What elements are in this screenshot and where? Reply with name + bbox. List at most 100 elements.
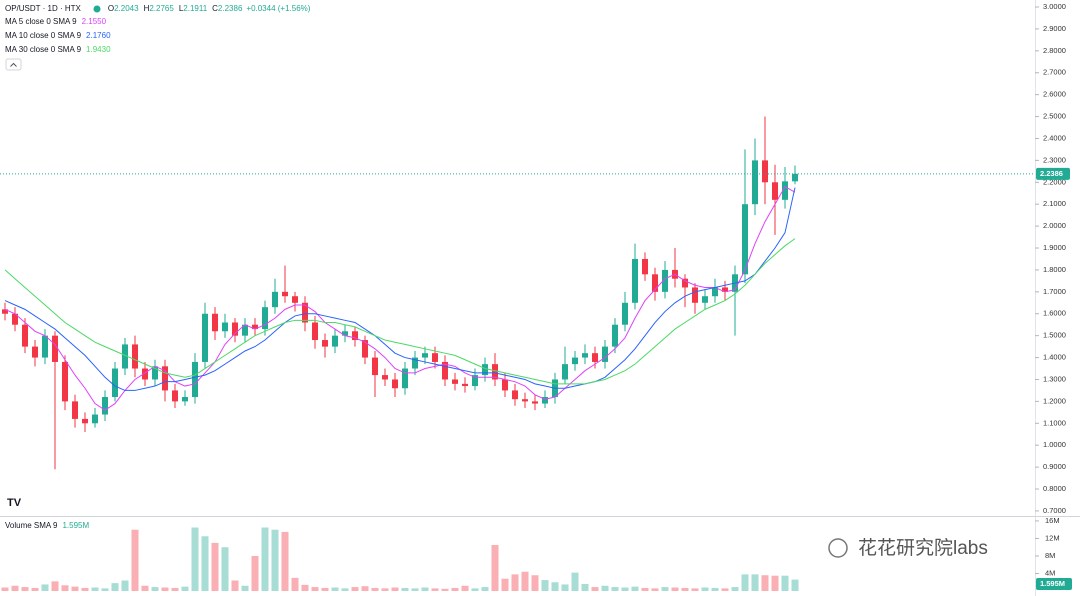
candle-body: [282, 291, 288, 297]
volume-bar: [361, 586, 369, 591]
volume-bar: [621, 587, 629, 591]
candle-body: [402, 368, 408, 389]
y-tick-label: 0.8000: [1043, 484, 1066, 493]
volume-bar: [61, 585, 69, 591]
candle-body: [362, 340, 368, 358]
volume-bar: [251, 555, 259, 591]
candle-body: [152, 366, 158, 380]
volume-bar: [491, 545, 499, 591]
y-tick-label: 2.5000: [1043, 112, 1066, 121]
volume-bar: [51, 581, 59, 591]
y-tick-label: 1.7000: [1043, 287, 1066, 296]
candle-body: [742, 204, 748, 275]
candle-body: [472, 375, 478, 387]
ma-name: MA 10 close 0 SMA 9: [5, 31, 82, 40]
tv-logo: TV: [7, 497, 22, 509]
volume-tick-label: 16M: [1045, 516, 1060, 525]
volume-bar: [31, 587, 39, 591]
collapse-button[interactable]: [5, 58, 22, 71]
symbol: OP/USDT · 1D · HTX: [5, 4, 82, 13]
candle-body: [112, 368, 118, 398]
candle-body: [392, 379, 398, 389]
candle-body: [572, 357, 578, 365]
volume-bar: [121, 580, 129, 591]
volume-bar: [691, 588, 699, 591]
candle-body: [682, 278, 688, 288]
ohlc-label: L: [179, 4, 184, 13]
volume-bar: [741, 574, 749, 591]
candle-body: [82, 418, 88, 424]
volume-bar: [401, 587, 409, 591]
volume-sma-label: 1.595M: [1040, 579, 1065, 588]
candle-body: [2, 309, 8, 314]
volume-tick-label: 8M: [1045, 551, 1055, 560]
y-tick-label: 2.7000: [1043, 68, 1066, 77]
candle-body: [272, 291, 278, 308]
volume-bar: [571, 572, 579, 591]
volume-bar: [211, 542, 219, 591]
volume-tick-label: 12M: [1045, 533, 1060, 542]
last-price-box: [1036, 167, 1070, 180]
candle-body: [722, 287, 728, 292]
candle-body: [582, 353, 588, 358]
ma-name: MA 30 close 0 SMA 9: [5, 45, 82, 54]
volume-bar: [241, 585, 249, 591]
volume-bar: [341, 588, 349, 591]
candle-body: [62, 361, 68, 402]
candle-body: [232, 322, 238, 336]
volume-bar: [681, 587, 689, 591]
candle-body: [512, 390, 518, 400]
volume-bar: [161, 587, 169, 591]
volume-bar: [431, 588, 439, 591]
candle-body: [622, 302, 628, 325]
candle-body: [702, 296, 708, 303]
volume-bar: [261, 527, 269, 591]
y-tick-label: 2.3000: [1043, 155, 1066, 164]
candle-body: [322, 340, 328, 347]
volume-bar: [561, 584, 569, 591]
volume-bar: [721, 588, 729, 591]
volume-tick-label: 4M: [1045, 568, 1055, 577]
collapse-icon: [10, 62, 17, 67]
candle-body: [542, 397, 548, 404]
candle-body: [122, 344, 128, 369]
ohlc-label: H: [144, 4, 150, 13]
candle-body: [602, 346, 608, 362]
candle-body: [792, 173, 798, 182]
candle-body: [612, 324, 618, 347]
candle-body: [412, 357, 418, 369]
volume-bar: [191, 527, 199, 591]
y-tick-label: 0.7000: [1043, 506, 1066, 515]
volume-bar: [311, 587, 319, 591]
volume-bar: [631, 586, 639, 591]
volume-bar: [381, 588, 389, 591]
volume-bar: [731, 587, 739, 591]
watermark: 花花研究院labs: [858, 537, 988, 559]
volume-bar: [451, 587, 459, 591]
volume-bar: [511, 574, 519, 591]
candle-body: [212, 313, 218, 332]
ma-name: MA 5 close 0 SMA 9: [5, 17, 77, 26]
candle-body: [642, 258, 648, 275]
volume-legend: Volume SMA 9 1.595M: [5, 521, 90, 530]
candle-body: [102, 397, 108, 415]
volume-bar: [11, 585, 19, 591]
market-status[interactable]: [93, 5, 101, 13]
volume-bar: [671, 587, 679, 591]
candle-body: [692, 287, 698, 303]
candle-body: [252, 324, 258, 330]
y-tick-label: 1.3000: [1043, 374, 1066, 383]
volume-bar: [771, 575, 779, 591]
candle-body: [292, 296, 298, 303]
candle-body: [202, 313, 208, 362]
y-tick-label: 1.9000: [1043, 243, 1066, 252]
volume-bar: [141, 585, 149, 591]
candle-body: [92, 414, 98, 424]
y-tick-label: 2.0000: [1043, 221, 1066, 230]
y-tick-label: 2.2000: [1043, 177, 1066, 186]
candle-body: [452, 379, 458, 384]
candle-body: [192, 361, 198, 398]
candle-body: [132, 344, 138, 369]
candle-body: [772, 182, 778, 200]
